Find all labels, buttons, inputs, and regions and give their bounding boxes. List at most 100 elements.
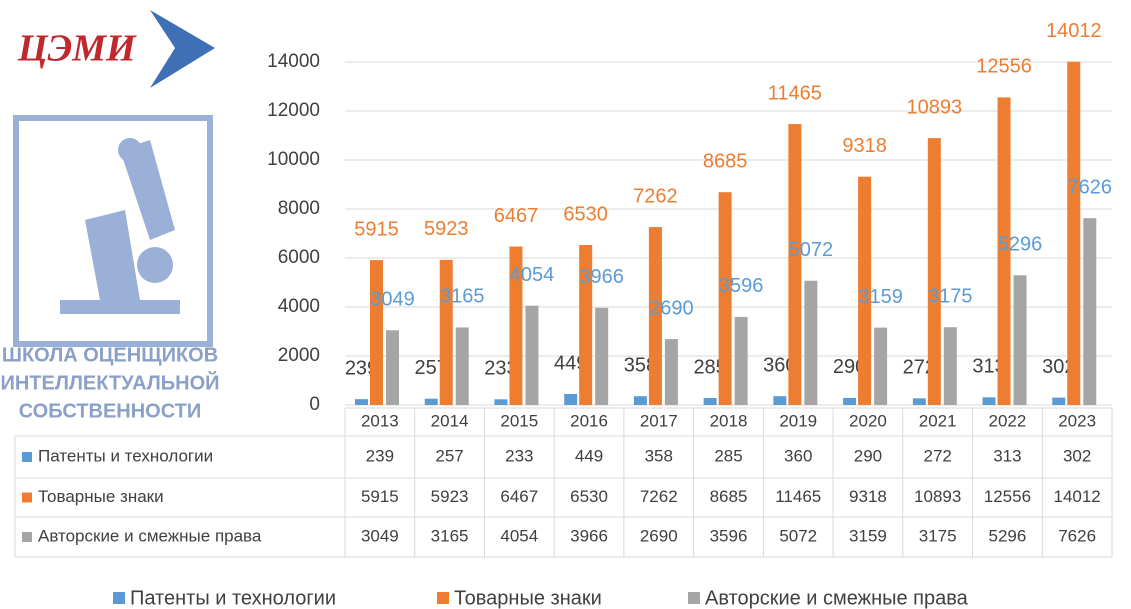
data-label: 358 [624,355,657,377]
bar [773,396,787,405]
bar [370,260,383,405]
bar [439,259,453,405]
table-cell: 302 [1063,446,1091,465]
data-label: 3966 [579,266,624,288]
table-cell: 5296 [988,526,1026,545]
data-label: 8685 [703,150,748,172]
data-label: 302 [1042,356,1075,378]
table-cell: 4054 [500,526,538,545]
bar [525,305,539,405]
data-label: 239 [345,357,378,379]
data-label: 10893 [907,96,963,118]
bar [455,327,469,405]
bar [858,176,872,405]
data-label: 3049 [370,289,415,311]
legend-swatch [688,592,700,604]
bar [1013,275,1027,405]
y-tick-label: 10000 [267,149,320,170]
data-label: 3175 [928,285,973,307]
data-label: 290 [833,356,866,378]
bar [355,399,368,405]
x-tick-label: 2016 [570,411,608,430]
logo: ЦЭМИ ШКОЛА ОЦЕНЩИКОВ ИНТЕЛЛЕКТУАЛЬНОЙ СО… [0,10,220,422]
data-label: 6530 [563,203,608,225]
data-label: 272 [903,357,936,379]
table-cell: 233 [505,446,533,465]
data-label: 3165 [440,286,485,308]
bar [788,124,802,406]
data-label: 7626 [1068,176,1113,198]
bar [1067,61,1081,406]
x-tick-label: 2014 [431,411,469,430]
logo-book [13,115,213,347]
table-cell: 257 [435,446,463,465]
bar [509,246,523,405]
bar [664,339,678,405]
bar [703,398,717,405]
data-label: 11465 [768,82,822,104]
table-cell: 5923 [431,487,469,506]
table-row-label: Товарные знаки [38,487,164,506]
x-tick-label: 2021 [919,411,957,430]
table-cell: 3596 [710,526,748,545]
table-cell: 14012 [1053,487,1100,506]
x-tick-label: 2023 [1058,411,1096,430]
table-cell: 10893 [914,487,961,506]
y-tick-label: 0 [309,394,320,415]
logo-microscope [60,138,180,314]
data-label: 7262 [633,185,678,207]
bar [874,327,888,405]
bar [424,398,438,405]
data-label: 313 [972,356,1005,378]
bar [843,397,857,405]
bar [648,227,662,405]
table-cell: 5072 [779,526,817,545]
table-cell: 9318 [849,487,887,506]
bar [734,316,748,405]
bar [997,97,1011,406]
bar [804,280,818,405]
table-cell: 12556 [984,487,1031,506]
y-tick-label: 12000 [267,100,320,121]
logo-diamond [150,10,215,88]
bar [1052,397,1066,405]
logo-line: ИНТЕЛЛЕКТУАЛЬНОЙ [0,370,219,394]
table-cell: 3049 [361,526,399,545]
table-cell: 3966 [570,526,608,545]
table-cell: 3175 [919,526,957,545]
x-tick-label: 2019 [779,411,817,430]
x-tick-label: 2017 [640,411,678,430]
data-label: 12556 [976,56,1032,78]
data-label: 3159 [858,286,903,308]
y-tick-label: 4000 [278,296,320,317]
table-cell: 449 [575,446,603,465]
table-cell: 290 [854,446,882,465]
x-tick-label: 2020 [849,411,887,430]
legend-label: Товарные знаки [454,587,602,609]
data-label: 3596 [719,275,764,297]
legend-swatch [437,592,449,604]
y-tick-label: 8000 [278,198,320,219]
x-tick-label: 2022 [988,411,1026,430]
data-label: 14012 [1046,20,1102,42]
bar [943,327,957,405]
data-label: 5072 [789,239,834,261]
table-cell: 7262 [640,487,678,506]
table-cell: 285 [714,446,742,465]
legend-label: Авторские и смежные права [705,587,969,609]
table-cell: 7626 [1058,526,1096,545]
table-row-label: Патенты и технологии [38,446,213,465]
table-key [22,532,32,542]
logo-line: СОБСТВЕННОСТИ [19,400,202,422]
bar [912,398,926,405]
data-label: 2690 [649,297,694,319]
table-cell: 358 [645,446,673,465]
table-cell: 2690 [640,526,678,545]
y-tick-label: 14000 [267,51,320,72]
bar [386,330,399,405]
bar [718,192,732,405]
table-cell: 5915 [361,487,399,506]
data-label: 449 [554,352,587,374]
data-label: 6467 [494,205,539,227]
